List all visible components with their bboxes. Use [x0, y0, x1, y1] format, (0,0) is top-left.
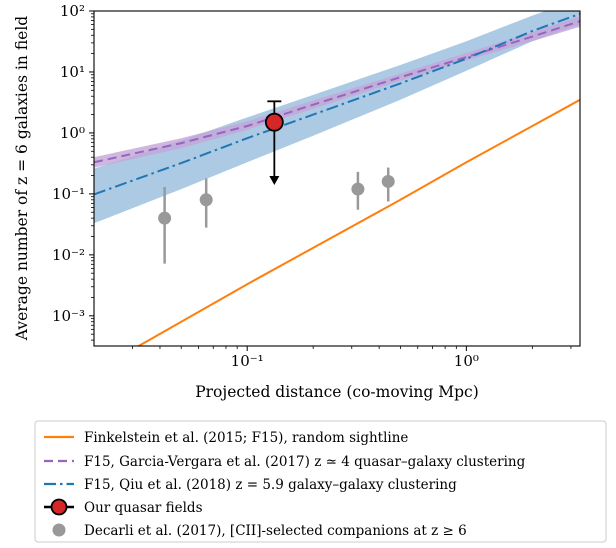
legend-handle-marker-4 [52, 523, 66, 537]
series-line-0 [136, 98, 580, 346]
y-axis-label: Average number of z = 6 galaxies in fiel… [13, 16, 31, 342]
legend-label-1: F15, Garcia-Vergara et al. (2017) z ≃ 4 … [84, 454, 526, 470]
y-tick-label-3: 10⁰ [60, 124, 85, 142]
y-tick-label-5: 10² [60, 2, 85, 20]
legend-label-3: Our quasar fields [84, 500, 203, 516]
quasar-arrow-head-0 [269, 175, 280, 185]
plot-frame [93, 10, 581, 347]
quasar-point-0 [264, 112, 284, 132]
data-point-3 [381, 174, 395, 188]
data-point-1 [199, 193, 213, 207]
legend-handle-marker-3 [50, 498, 68, 516]
legend-label-4: Decarli et al. (2017), [CII]-selected co… [84, 523, 467, 539]
y-tick-label-1: 10⁻² [52, 246, 85, 264]
y-tick-label-0: 10⁻³ [52, 307, 85, 325]
x-axis-label: Projected distance (co-moving Mpc) [195, 383, 479, 401]
series-band-1 [94, 16, 580, 168]
y-tick-label-4: 10¹ [60, 63, 85, 81]
legend-label-2: F15, Qiu et al. (2018) z = 5.9 galaxy–ga… [84, 477, 457, 493]
data-point-0 [158, 211, 172, 225]
x-tick-label-1: 10⁰ [454, 352, 479, 370]
series-line-2 [94, 12, 580, 196]
legend-label-0: Finkelstein et al. (2015; F15), random s… [84, 430, 408, 446]
series-line-1 [94, 20, 580, 164]
y-tick-label-2: 10⁻¹ [52, 185, 85, 203]
data-point-2 [351, 182, 365, 196]
x-tick-label-0: 10⁻¹ [231, 352, 264, 370]
legend-box [34, 420, 607, 543]
series-band-2 [94, 11, 580, 224]
